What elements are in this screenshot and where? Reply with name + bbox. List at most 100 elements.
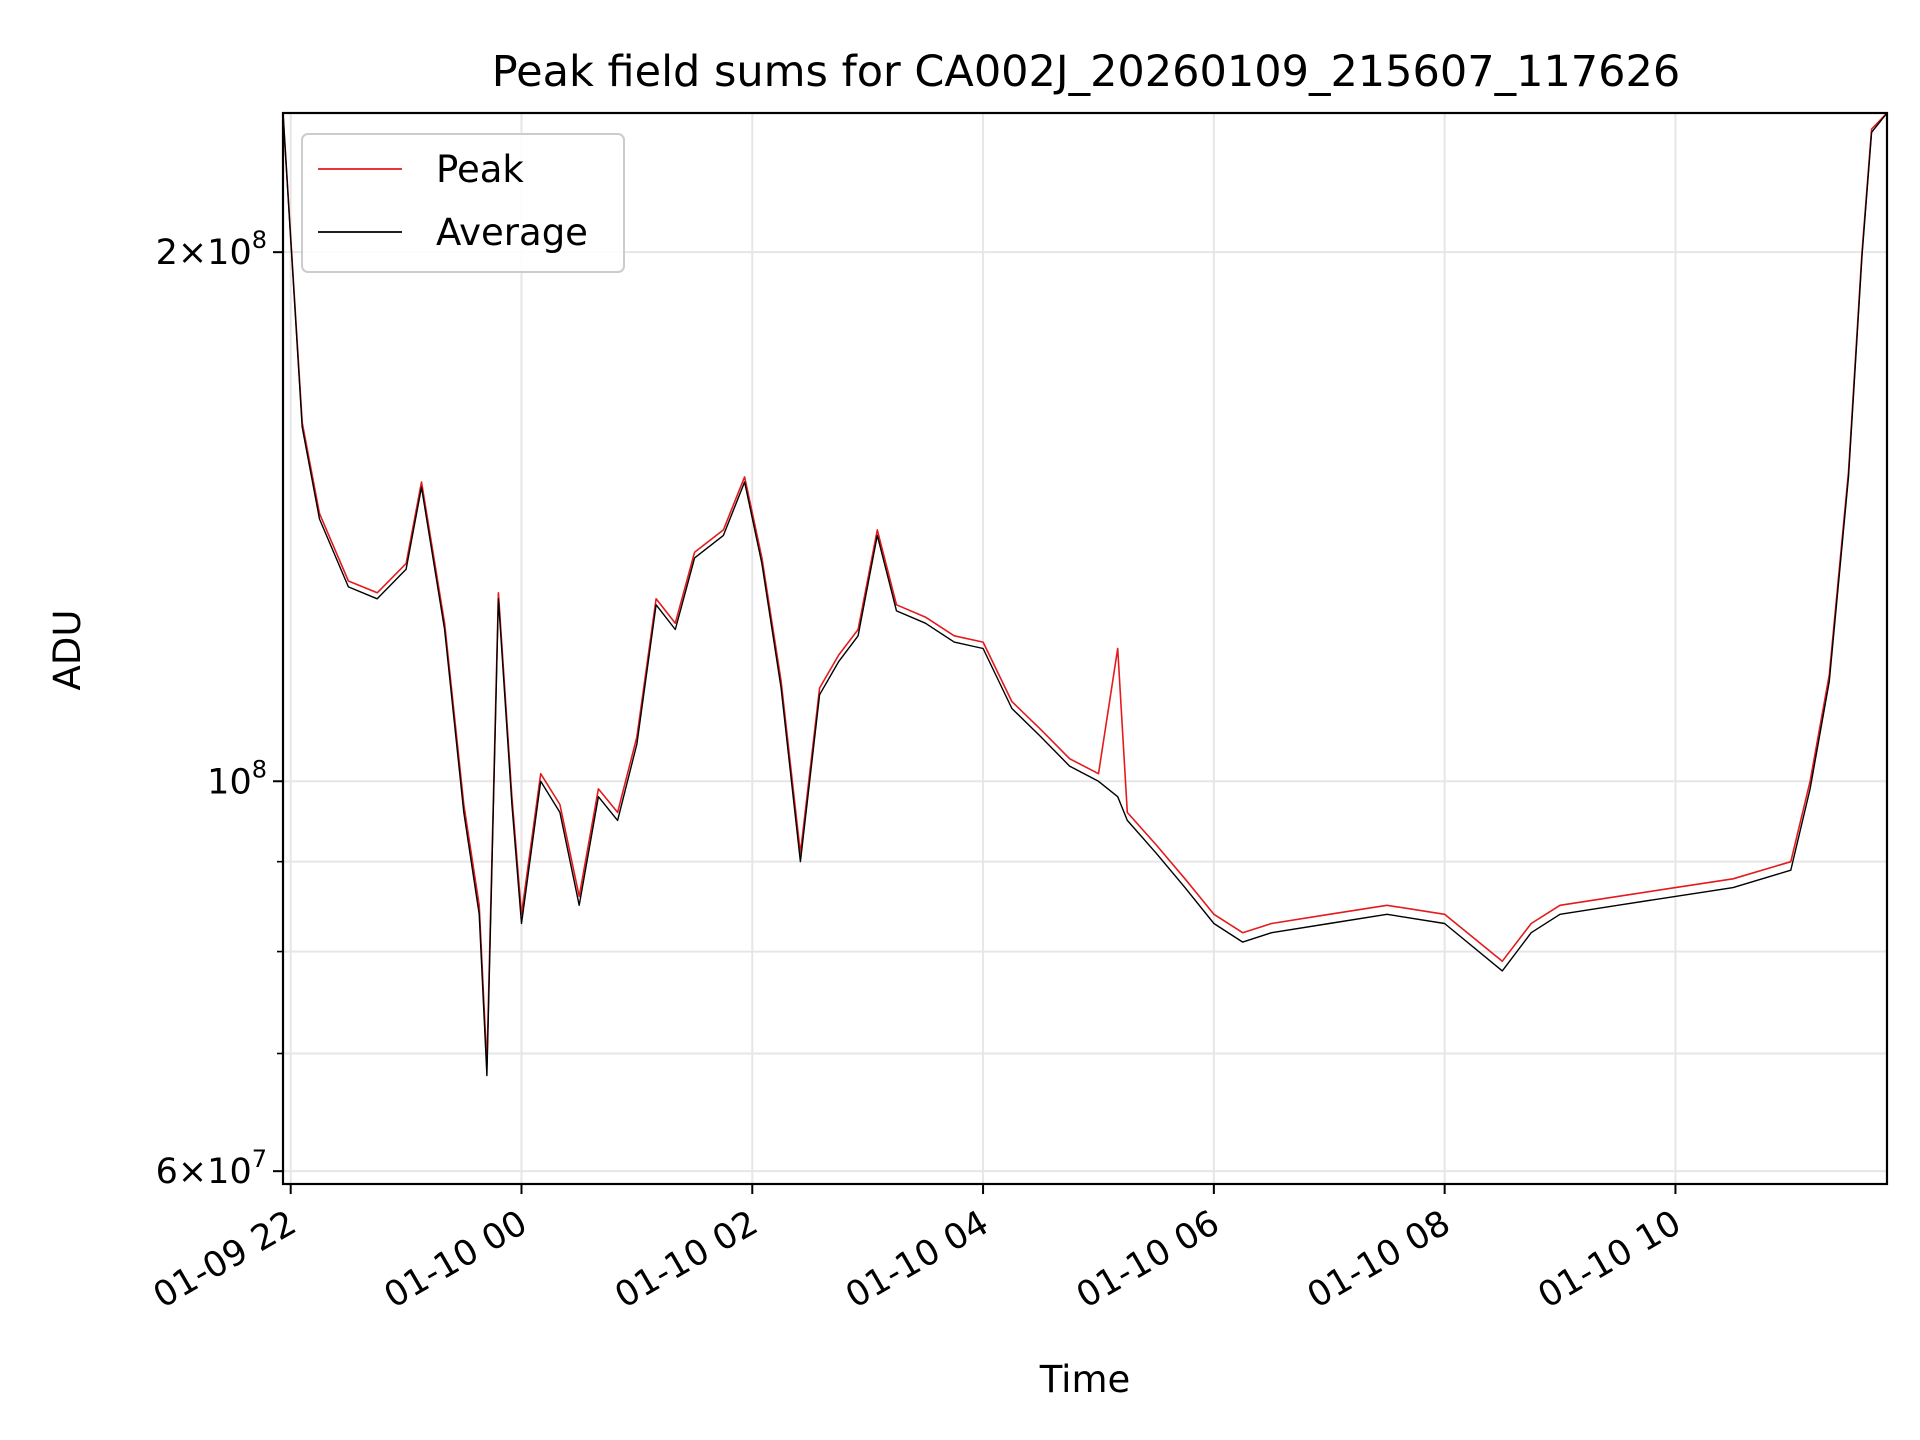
data-point-peak bbox=[877, 529, 879, 531]
data-point-average bbox=[800, 861, 802, 863]
y-tick-mantissa: 10 bbox=[207, 762, 252, 802]
data-point-peak bbox=[1155, 844, 1157, 846]
data-point-peak bbox=[598, 788, 600, 790]
data-point-average bbox=[838, 661, 840, 663]
data-point-peak bbox=[1117, 648, 1119, 650]
data-point-average bbox=[511, 804, 513, 806]
data-point-average bbox=[1069, 765, 1071, 767]
data-point-peak bbox=[1098, 773, 1100, 775]
data-point-average bbox=[761, 563, 763, 565]
data-point-average bbox=[1011, 708, 1013, 710]
data-point-peak bbox=[953, 635, 955, 637]
data-point-average bbox=[463, 812, 465, 814]
data-point-peak bbox=[1617, 896, 1619, 898]
data-point-average bbox=[1040, 736, 1042, 738]
data-point-average bbox=[319, 518, 321, 520]
data-point-peak bbox=[694, 551, 696, 553]
data-point-average bbox=[675, 629, 677, 631]
data-point-average bbox=[498, 598, 500, 600]
data-point-peak bbox=[744, 476, 746, 478]
data-point-peak bbox=[540, 773, 542, 775]
data-point-average bbox=[819, 694, 821, 696]
data-point-peak bbox=[1790, 861, 1792, 863]
data-point-peak bbox=[655, 598, 657, 600]
data-point-peak bbox=[1732, 878, 1734, 880]
data-point-average bbox=[1559, 914, 1561, 916]
data-point-average bbox=[1675, 896, 1677, 898]
data-point-average bbox=[896, 610, 898, 612]
y-tick-label: 108 bbox=[207, 755, 267, 802]
data-point-peak bbox=[1530, 923, 1532, 925]
data-point-average bbox=[348, 586, 350, 588]
data-point-average bbox=[1155, 852, 1157, 854]
data-point-average bbox=[521, 923, 523, 925]
y-tick-label: 2×108 bbox=[156, 226, 267, 273]
data-point-average bbox=[478, 914, 480, 916]
data-point-average bbox=[421, 486, 423, 488]
data-point-average bbox=[780, 687, 782, 689]
data-point-average bbox=[617, 820, 619, 822]
data-point-peak bbox=[348, 580, 350, 582]
data-point-average bbox=[857, 635, 859, 637]
data-point-average bbox=[540, 781, 542, 783]
data-point-average bbox=[1213, 923, 1215, 925]
data-point-average bbox=[405, 569, 407, 571]
data-point-average bbox=[1809, 788, 1811, 790]
data-point-peak bbox=[675, 622, 677, 624]
data-point-average bbox=[1861, 255, 1863, 257]
data-point-peak bbox=[421, 481, 423, 483]
data-point-average bbox=[877, 535, 879, 537]
data-point-average bbox=[723, 535, 725, 537]
y-tick-mantissa: 2×10 bbox=[156, 233, 252, 273]
data-point-peak bbox=[1184, 878, 1186, 880]
data-point-peak bbox=[925, 616, 927, 618]
data-point-average bbox=[1732, 887, 1734, 889]
x-axis-label: Time bbox=[1039, 1358, 1131, 1401]
data-point-peak bbox=[1127, 812, 1129, 814]
data-point-peak bbox=[1871, 128, 1873, 130]
data-point-peak bbox=[1386, 905, 1388, 907]
series-line-average bbox=[283, 113, 1887, 1077]
data-point-peak bbox=[896, 604, 898, 606]
data-point-average bbox=[598, 796, 600, 798]
data-point-peak bbox=[819, 687, 821, 689]
data-point-peak bbox=[1213, 914, 1215, 916]
data-point-average bbox=[1617, 905, 1619, 907]
data-point-average bbox=[1444, 923, 1446, 925]
data-point-peak bbox=[1271, 923, 1273, 925]
y-tick-label: 6×107 bbox=[156, 1145, 267, 1192]
y-tick-exponent: 8 bbox=[252, 755, 267, 783]
y-tick-mantissa: 6×10 bbox=[156, 1152, 252, 1192]
data-point-average bbox=[301, 427, 303, 429]
data-point-peak bbox=[838, 654, 840, 656]
data-point-average bbox=[1848, 476, 1850, 478]
data-point-average bbox=[1098, 781, 1100, 783]
data-point-peak bbox=[982, 641, 984, 643]
data-point-average bbox=[1184, 887, 1186, 889]
legend: Peak Average bbox=[301, 133, 625, 273]
data-point-average bbox=[694, 557, 696, 559]
data-point-peak bbox=[578, 896, 580, 898]
series-layer bbox=[283, 113, 1887, 1077]
data-point-average bbox=[559, 812, 561, 814]
data-point-peak bbox=[1069, 758, 1071, 760]
data-point-average bbox=[953, 641, 955, 643]
data-point-peak bbox=[1559, 905, 1561, 907]
grid bbox=[283, 113, 1887, 1184]
data-point-average bbox=[1871, 132, 1873, 134]
data-point-average bbox=[376, 598, 378, 600]
data-point-average bbox=[1329, 923, 1331, 925]
data-point-peak bbox=[1011, 701, 1013, 703]
data-point-average bbox=[1117, 796, 1119, 798]
data-point-peak bbox=[1242, 932, 1244, 934]
data-point-peak bbox=[498, 592, 500, 594]
data-point-average bbox=[1829, 680, 1831, 682]
y-tick-exponent: 8 bbox=[252, 226, 267, 254]
plot-frame bbox=[281, 111, 1889, 1186]
data-point-average bbox=[655, 604, 657, 606]
chart-title: Peak field sums for CA002J_20260109_2156… bbox=[492, 47, 1680, 97]
data-point-average bbox=[744, 481, 746, 483]
data-point-average bbox=[1790, 869, 1792, 871]
